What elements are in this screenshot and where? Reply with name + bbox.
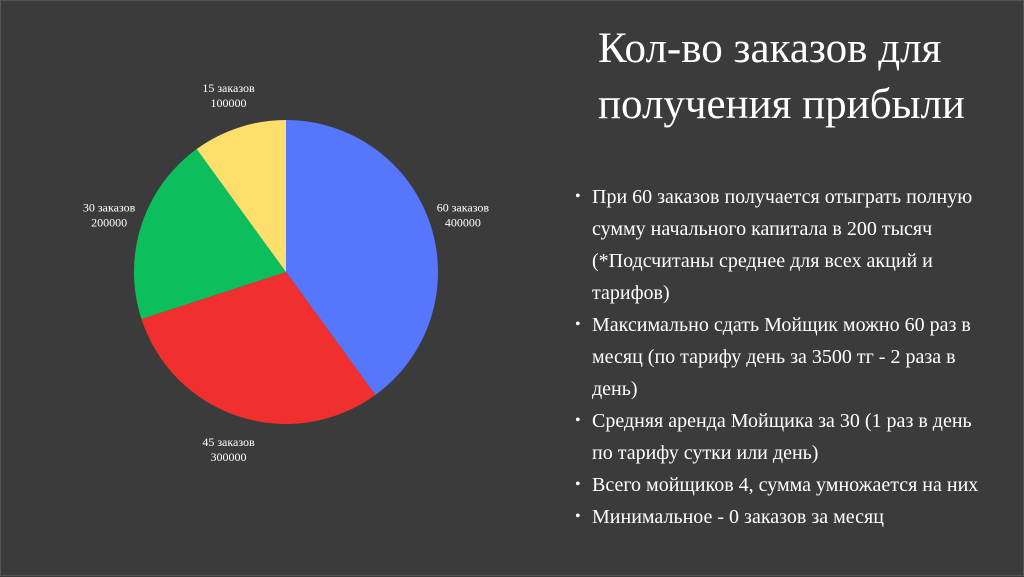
- bullet-item: Минимальное - 0 заказов за месяц: [575, 501, 995, 533]
- bullet-item: Максимально сдать Мойщик можно 60 раз в …: [575, 309, 995, 405]
- bullet-item: Средняя аренда Мойщика за 30 (1 раз в де…: [575, 405, 995, 469]
- pie-slice: [196, 120, 286, 272]
- bullet-item: При 60 заказов получается отыграть полну…: [575, 181, 995, 309]
- pie-slice: [286, 120, 438, 395]
- pie-slice-label: 30 заказов 200000: [83, 201, 136, 230]
- pie-slice: [134, 149, 286, 319]
- pie-chart: 60 заказов 400000 45 заказов 300000 30 заказ…: [1, 1, 561, 577]
- bullet-item: Всего мойщиков 4, сумма умножается на ни…: [575, 469, 995, 501]
- pie-slice-label: 15 заказов 100000: [202, 81, 255, 110]
- bullet-list: При 60 заказов получается отыграть полну…: [575, 181, 995, 533]
- pie-slice-label: 45 заказов 300000: [202, 435, 255, 464]
- pie-slice: [141, 272, 376, 424]
- pie-chart-svg: 60 заказов 400000 45 заказов 300000 30 заказ…: [83, 81, 490, 464]
- pie-slice-label: 60 заказов 400000: [437, 201, 490, 230]
- slide-title: Кол-во заказов для получения прибыли: [598, 25, 965, 128]
